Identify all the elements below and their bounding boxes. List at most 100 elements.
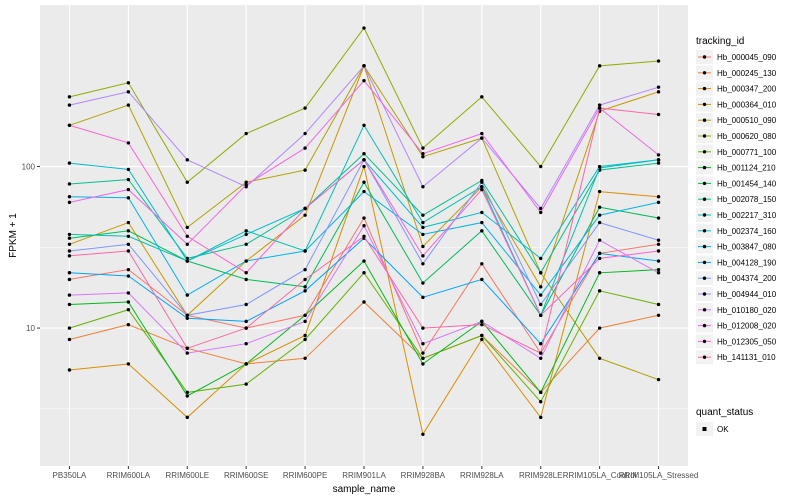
legend-key-point [702, 181, 707, 186]
data-point-Hb_000045_090-7 [480, 262, 484, 266]
data-point-Hb_012305_050-5 [362, 158, 366, 162]
data-point-Hb_000620_080-2 [185, 180, 189, 184]
data-point-Hb_012305_050-10 [656, 249, 661, 253]
data-point-Hb_002374_160-3 [244, 232, 248, 237]
legend-title-tracking-id: tracking_id [696, 36, 744, 47]
data-point-Hb_003847_080-0 [67, 195, 72, 199]
x-axis-title: sample_name [333, 484, 396, 495]
y-axis-title: FPKM + 1 [8, 213, 19, 258]
legend-label-Hb_000620_080: Hb_000620_080 [717, 132, 777, 141]
data-point-Hb_000364_010-0 [67, 242, 72, 247]
data-point-Hb_002078_150-0 [67, 182, 72, 186]
data-point-Hb_012008_020-1 [126, 187, 131, 192]
data-point-Hb_012305_050-4 [303, 206, 307, 211]
x-tick-label: RRIM928LE [519, 471, 563, 480]
data-point-Hb_012305_050-9 [597, 256, 602, 261]
data-point-Hb_000620_080-3 [244, 131, 248, 136]
data-point-Hb_001454_140-9 [597, 205, 602, 209]
x-tick-label: RRIM600LA [107, 471, 151, 480]
data-point-Hb_004128_190-3 [244, 319, 248, 324]
legend-key-point [702, 276, 707, 280]
data-point-Hb_000245_130-0 [67, 337, 72, 342]
legend-key-point [702, 213, 707, 217]
data-point-Hb_000771_100-7 [480, 333, 484, 338]
x-tick-label: RRIM105LA_Control [563, 471, 637, 480]
data-point-Hb_000510_090-3 [244, 180, 248, 184]
data-point-Hb_004374_200-0 [67, 249, 72, 253]
data-point-Hb_001124_210-3 [244, 362, 248, 366]
data-point-Hb_002374_160-2 [185, 259, 189, 263]
data-point-Hb_000347_200-0 [67, 368, 72, 372]
legend-key-point [702, 134, 707, 138]
data-point-Hb_003847_080-6 [421, 232, 425, 237]
data-point-Hb_002374_160-0 [67, 161, 72, 165]
data-point-Hb_004374_200-7 [480, 180, 484, 184]
data-point-Hb_001124_210-2 [185, 394, 189, 398]
data-point-Hb_012008_020-2 [185, 242, 189, 247]
data-point-Hb_003847_080-5 [362, 189, 366, 194]
data-point-Hb_010180_020-10 [656, 271, 661, 275]
data-point-Hb_000771_100-4 [303, 337, 307, 342]
data-point-Hb_004374_200-9 [597, 220, 602, 225]
data-point-Hb_010180_020-2 [185, 351, 189, 355]
legend-key-point [702, 323, 707, 328]
data-point-Hb_012008_020-7 [480, 131, 484, 136]
data-point-Hb_001454_140-6 [421, 281, 425, 285]
x-tick-label: RRIM928LA [460, 471, 504, 480]
data-point-Hb_000510_090-10 [656, 377, 661, 382]
legend-label-Hb_000364_010: Hb_000364_010 [717, 100, 777, 109]
data-point-Hb_141131_010-8 [539, 351, 543, 355]
x-tick-label: RRIM928BA [401, 471, 446, 480]
data-point-Hb_012305_050-1 [126, 141, 131, 145]
data-point-Hb_012305_050-0 [67, 123, 72, 127]
data-point-Hb_003847_080-8 [539, 293, 543, 297]
data-point-Hb_000620_080-10 [656, 59, 661, 63]
data-point-Hb_000771_100-6 [421, 356, 425, 360]
data-point-Hb_000045_090-5 [362, 216, 366, 220]
data-point-Hb_004128_190-10 [656, 259, 661, 263]
data-point-Hb_004128_190-1 [126, 274, 131, 278]
data-point-Hb_002217_310-3 [244, 229, 248, 233]
legend-label-Hb_004944_010: Hb_004944_010 [717, 290, 777, 299]
legend-key-point [702, 71, 707, 75]
data-point-Hb_000510_090-1 [126, 103, 131, 107]
legend-label-Hb_004374_200: Hb_004374_200 [717, 274, 777, 283]
data-point-Hb_000510_090-9 [597, 356, 602, 360]
data-point-Hb_010180_020-3 [244, 342, 248, 346]
data-point-Hb_012008_020-5 [362, 78, 366, 83]
data-point-Hb_001124_210-10 [656, 267, 661, 272]
data-point-Hb_002078_150-6 [421, 213, 425, 217]
data-point-Hb_010180_020-7 [480, 319, 484, 324]
data-point-Hb_003847_080-3 [244, 259, 248, 263]
data-point-Hb_004374_200-4 [303, 267, 307, 272]
data-point-Hb_004944_010-8 [539, 206, 543, 211]
x-tick-label: RRIM600SE [224, 471, 268, 480]
data-point-Hb_000620_080-8 [539, 164, 543, 169]
legend-label-Hb_001454_140: Hb_001454_140 [717, 179, 777, 188]
data-point-Hb_004944_010-2 [185, 158, 189, 162]
legend-label-Hb_002217_310: Hb_002217_310 [717, 211, 777, 220]
data-point-Hb_004374_200-2 [185, 313, 189, 317]
data-point-Hb_001454_140-5 [362, 180, 366, 184]
data-point-Hb_012008_020-3 [244, 183, 248, 187]
data-point-Hb_000771_100-0 [67, 326, 72, 330]
data-point-Hb_002217_310-0 [67, 232, 72, 237]
data-point-Hb_004944_010-9 [597, 103, 602, 107]
data-point-Hb_010180_020-4 [303, 319, 307, 324]
legend-label-Hb_000045_090: Hb_000045_090 [717, 53, 777, 62]
data-point-Hb_000045_090-6 [421, 351, 425, 355]
data-point-Hb_003847_080-7 [480, 220, 484, 225]
data-point-Hb_010180_020-8 [539, 356, 543, 360]
data-point-Hb_012305_050-6 [421, 254, 425, 258]
data-point-Hb_000245_130-1 [126, 322, 131, 327]
legend-key-point [702, 308, 707, 312]
data-point-Hb_004944_010-7 [480, 136, 484, 140]
legend-shape-key-point [702, 427, 707, 431]
data-point-Hb_001124_210-8 [539, 390, 543, 395]
data-point-Hb_001124_210-1 [126, 300, 131, 304]
data-point-Hb_000771_100-10 [656, 302, 661, 307]
data-point-Hb_002217_310-6 [421, 220, 425, 225]
legend-label-Hb_141131_010: Hb_141131_010 [717, 353, 776, 362]
legend-label-Hb_002374_160: Hb_002374_160 [717, 227, 777, 236]
data-point-Hb_000620_080-7 [480, 95, 484, 99]
